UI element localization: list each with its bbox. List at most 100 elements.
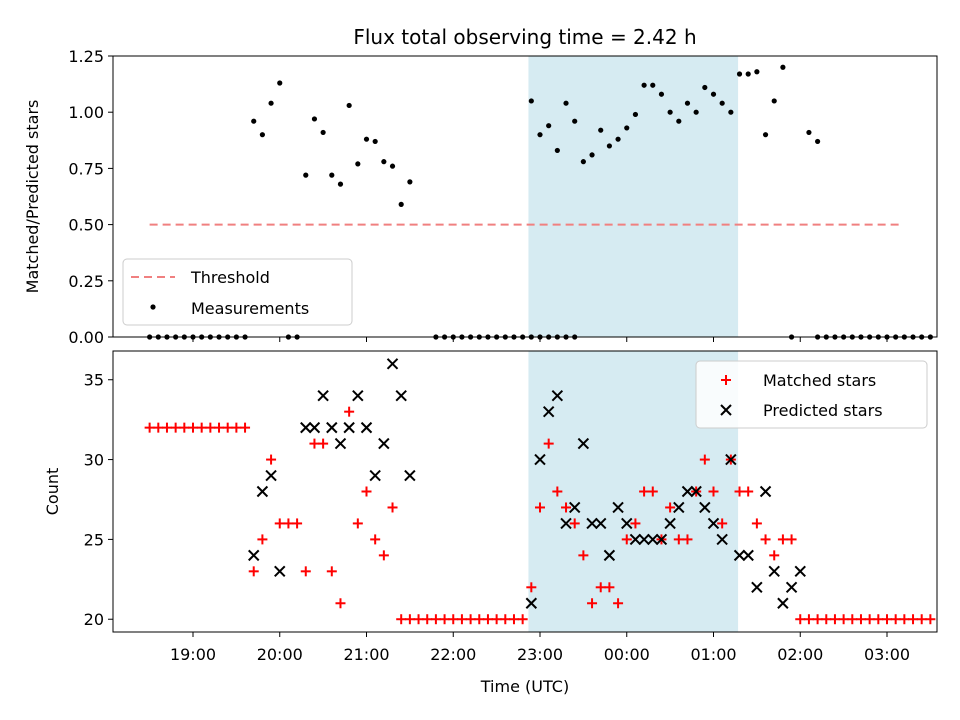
matched-star-point — [352, 518, 363, 529]
matched-star-point — [508, 614, 519, 625]
matched-star-point — [821, 614, 832, 625]
predicted-star-point — [785, 581, 798, 594]
matched-star-point — [283, 518, 294, 529]
cross-stroke-b — [551, 389, 564, 402]
x-tick-label: 22:00 — [430, 645, 476, 664]
matched-star-point — [396, 614, 407, 625]
matched-star-point — [500, 614, 511, 625]
ratio-y-tick-label: 1.00 — [68, 103, 104, 122]
matched-star-point — [491, 614, 502, 625]
matched-star-point — [899, 614, 910, 625]
predicted-star-point — [664, 517, 676, 530]
predicted-star-point — [334, 437, 347, 450]
cross-stroke-b — [369, 469, 381, 482]
ratio-legend: Threshold Measurements — [122, 258, 353, 326]
measurement-point — [667, 109, 673, 115]
legend-x-marker — [720, 404, 732, 416]
ratio-y-tick-label: 1.25 — [68, 47, 104, 66]
matched-star-point — [361, 486, 372, 497]
measurement-point — [771, 98, 777, 104]
predicted-star-point — [404, 469, 416, 482]
cross-stroke-b — [742, 549, 754, 562]
measurement-point — [728, 109, 734, 115]
ratio-y-axis-label: Matched/Predicted stars — [23, 100, 42, 294]
matched-star-point — [925, 614, 936, 625]
cross-stroke-b — [647, 533, 659, 546]
x-tick-label: 00:00 — [604, 645, 650, 664]
matched-star-point — [855, 614, 866, 625]
legend-predicted-swatch — [720, 404, 732, 416]
predicted-star-point — [586, 517, 598, 530]
matched-star-point — [639, 486, 650, 497]
cross-stroke-b — [534, 453, 546, 466]
cross-stroke-b — [707, 517, 720, 530]
matched-star-point — [326, 566, 337, 577]
predicted-star-point — [742, 549, 754, 562]
measurement-point — [736, 71, 743, 77]
predicted-star-point — [603, 549, 616, 562]
cross-stroke-b — [777, 597, 789, 609]
cross-stroke-b — [603, 549, 616, 562]
predicted-star-point — [768, 565, 780, 578]
count-legend: Matched stars Predicted stars — [695, 360, 928, 429]
legend-threshold-label: Threshold — [190, 268, 270, 287]
matched-star-point — [257, 534, 268, 545]
matched-star-point — [309, 438, 320, 449]
cross-stroke-b — [568, 501, 581, 514]
cross-stroke-b — [785, 581, 798, 594]
matched-star-point — [613, 598, 624, 609]
measurement-point — [251, 118, 257, 124]
cross-stroke-b — [768, 565, 780, 578]
ratio-legend-box — [122, 258, 353, 326]
matched-star-point — [647, 486, 658, 497]
predicted-star-point — [525, 597, 538, 609]
x-tick-label: 02:00 — [777, 645, 823, 664]
cross-stroke-b — [542, 405, 555, 418]
matched-star-point — [760, 534, 771, 545]
predicted-star-point — [690, 485, 702, 498]
matched-star-point — [439, 614, 450, 625]
matched-star-point — [456, 614, 467, 625]
measurement-point — [606, 143, 613, 149]
cross-stroke-b — [612, 501, 624, 514]
cross-stroke-b — [690, 485, 702, 498]
count-y-axis-label: Count — [43, 468, 62, 516]
legend-measurement-swatch — [150, 304, 156, 310]
cross-stroke-b — [699, 501, 711, 514]
matched-star-point — [751, 518, 762, 529]
legend-matched-label: Matched stars — [763, 371, 876, 390]
predicted-star-point — [794, 565, 806, 578]
cross-stroke-b — [621, 517, 633, 530]
ratio-y-tick-label: 0.75 — [68, 159, 104, 178]
count-y-tick-label: 35 — [84, 371, 104, 390]
cross-stroke-b — [525, 597, 538, 609]
matched-star-point — [769, 550, 780, 561]
matched-star-point — [916, 614, 927, 625]
predicted-star-point — [716, 533, 728, 546]
measurement-point — [589, 152, 595, 158]
matched-star-point — [266, 454, 277, 465]
cross-stroke-b — [681, 485, 694, 498]
measurement-point — [684, 100, 691, 106]
x-tick-label: 21:00 — [343, 645, 389, 664]
matched-star-point — [188, 422, 198, 433]
matched-star-point — [214, 422, 225, 433]
measurement-point — [598, 127, 604, 133]
cross-stroke-b — [759, 485, 772, 498]
cross-stroke-b — [308, 421, 321, 434]
matched-star-point — [882, 614, 892, 625]
observing-window-highlight — [528, 56, 739, 337]
matched-star-point — [300, 566, 311, 577]
cross-stroke-b — [638, 533, 650, 546]
cross-stroke-b — [378, 437, 390, 450]
measurement-point — [780, 64, 786, 70]
predicted-star-point — [777, 597, 789, 609]
ratio-y-ticks: 0.00 0.25 0.50 0.75 1.00 1.25 — [68, 47, 113, 347]
matched-star-point — [873, 614, 884, 625]
matched-star-point — [465, 614, 476, 625]
matched-star-point — [630, 518, 641, 529]
predicted-star-point — [265, 469, 277, 482]
matched-star-point — [526, 582, 537, 593]
measurement-point — [754, 69, 760, 75]
legend-matched-swatch — [721, 375, 731, 385]
